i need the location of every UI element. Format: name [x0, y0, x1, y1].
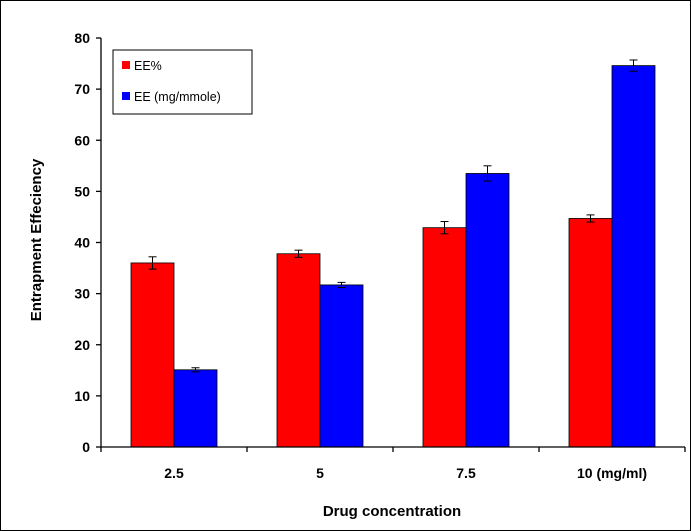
- y-tick-label: 70: [74, 81, 90, 97]
- y-tick-label: 60: [74, 132, 90, 148]
- bar-ee-mg-mmole-2: [319, 284, 364, 448]
- x-tick-label: 5: [316, 465, 324, 481]
- bar-ee-percent-3: [422, 227, 467, 448]
- y-tick-label: 0: [82, 439, 90, 455]
- legend-label-ee-percent: EE%: [134, 59, 162, 73]
- bar-ee-percent-4: [568, 218, 613, 448]
- x-axis-title: Drug concentration: [323, 503, 461, 520]
- legend-swatch-ee-percent: [122, 61, 130, 69]
- y-tick-label: 20: [74, 337, 90, 353]
- bar-ee-mg-mmole-1: [173, 369, 218, 448]
- x-tick-label: 7.5: [456, 465, 476, 481]
- bar-ee-mg-mmole-4: [611, 65, 656, 448]
- legend-box: [112, 49, 253, 115]
- y-tick-label: 50: [74, 183, 90, 199]
- y-tick-label: 80: [74, 30, 90, 46]
- x-tick-label: 10 (mg/ml): [577, 465, 647, 481]
- x-tick-label: 2.5: [164, 465, 184, 481]
- legend: EE% EE (mg/mmole): [112, 49, 253, 115]
- y-tick-label: 10: [74, 388, 90, 404]
- bar-ee-percent-1: [130, 262, 175, 448]
- bar-ee-mg-mmole-3: [465, 173, 510, 448]
- legend-label-ee-mg-mmole: EE (mg/mmole): [134, 90, 221, 104]
- legend-swatch-ee-mg-mmole: [122, 92, 130, 100]
- y-tick-label: 40: [74, 235, 90, 251]
- y-ticks: 0 10 20 30 40 50 60 70 80: [74, 30, 101, 455]
- x-ticks: 2.5 5 7.5 10 (mg/ml): [100, 447, 686, 481]
- bar-ee-percent-2: [276, 253, 321, 448]
- bars-layer: [130, 59, 656, 448]
- y-tick-label: 30: [74, 286, 90, 302]
- y-axis-title: Entrapment Effeciency: [28, 158, 45, 321]
